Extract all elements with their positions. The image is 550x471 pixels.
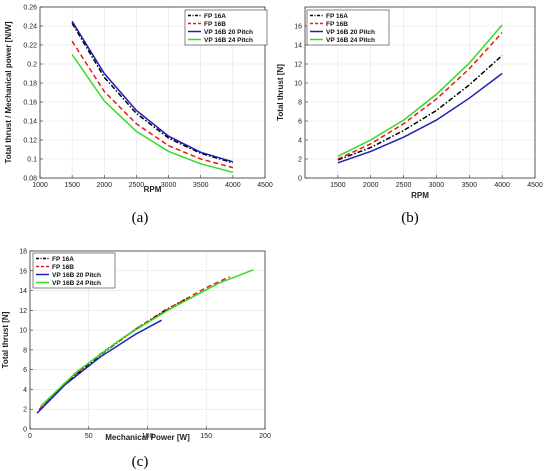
series-line-3 <box>40 269 254 407</box>
x-tick-label: 4000 <box>494 182 510 189</box>
y-tick-label: 8 <box>298 100 302 107</box>
x-tick-label: 100 <box>142 433 154 440</box>
y-tick-label: 2 <box>298 157 302 164</box>
series-line-0 <box>38 296 189 411</box>
chart-a: 1000 1500 2000 2500 3000 3500 4000 4500 0.08 0.1 0… <box>4 5 273 227</box>
y-tick-label: 16 <box>294 24 302 31</box>
y-tick-label: 6 <box>23 367 27 374</box>
x-tick-label: 50 <box>85 433 93 440</box>
x-tick-label: 4500 <box>257 182 273 189</box>
series-line-3 <box>71 54 234 174</box>
x-tick-label: 150 <box>200 433 212 440</box>
y-tick-label: 18 <box>19 249 27 256</box>
x-axis-label: RPM <box>411 191 429 200</box>
legend-entry: VP 16B 20 Pitch <box>52 272 101 279</box>
y-tick-label: 2 <box>23 407 27 414</box>
y-tick-label: 12 <box>19 308 27 315</box>
y-tick-label: 0.24 <box>23 24 37 31</box>
x-tick-label: 1500 <box>64 182 80 189</box>
x-tick-label: 2000 <box>96 182 112 189</box>
legend-entry: VP 16B 24 Pitch <box>204 37 253 44</box>
plot-frame <box>304 6 536 179</box>
y-tick-label: 4 <box>23 387 27 394</box>
legend-entry: FP 16A <box>326 13 348 20</box>
x-tick-label: 200 <box>259 433 271 440</box>
y-tick-label: 0.18 <box>23 81 37 88</box>
series-line-1 <box>71 40 234 169</box>
legend-entry: FP 16A <box>204 13 226 20</box>
y-axis-label: Total thrust [N] <box>276 64 285 121</box>
panel-label: (c) <box>132 454 149 470</box>
plot-frame <box>39 6 266 179</box>
y-tick-label: 16 <box>19 268 27 275</box>
chart-c: 0 50 100 150 200 0 2 4 6 8 10 12 14 16 18 Mechanical Po… <box>1 249 271 471</box>
series-line-1 <box>337 32 503 160</box>
chart-b: 1500 2000 2500 3000 3500 4000 4500 0 2 4 6 8 10 12 14 1… <box>276 6 543 226</box>
x-tick-label: 4500 <box>527 182 543 189</box>
panel-label: (b) <box>401 210 419 226</box>
x-tick-label: 2000 <box>363 182 379 189</box>
y-tick-label: 0.14 <box>23 119 37 126</box>
y-tick-label: 12 <box>294 62 302 69</box>
panel-label: (a) <box>132 210 149 226</box>
y-tick-label: 0.12 <box>23 138 37 145</box>
x-tick-label: 1000 <box>32 182 48 189</box>
legend-entry: VP 16B 20 Pitch <box>204 29 253 36</box>
y-tick-label: 10 <box>19 328 27 335</box>
x-axis-label: Mechanical Power [W] <box>105 433 190 442</box>
x-tick-label: 1500 <box>330 182 346 189</box>
y-tick-label: 10 <box>294 81 302 88</box>
y-tick-label: 0.22 <box>23 43 37 50</box>
y-tick-label: 0.16 <box>23 100 37 107</box>
x-tick-label: 3500 <box>461 182 477 189</box>
legend-entry: VP 16B 24 Pitch <box>52 280 101 287</box>
series-line-2 <box>71 20 234 163</box>
y-tick-label: 6 <box>298 119 302 126</box>
y-tick-label: 0.1 <box>27 157 37 164</box>
x-tick-label: 0 <box>28 433 32 440</box>
x-tick-label: 3500 <box>193 182 209 189</box>
legend-box <box>184 9 268 46</box>
y-tick-label: 8 <box>23 347 27 354</box>
legend-entry: FP 16B <box>326 21 348 28</box>
x-tick-label: 2500 <box>396 182 412 189</box>
y-tick-label: 0.26 <box>23 5 37 12</box>
x-tick-label: 2500 <box>129 182 145 189</box>
y-tick-label: 0.2 <box>27 62 37 69</box>
series-line-0 <box>71 22 234 164</box>
legend-entry: FP 16A <box>52 256 74 263</box>
x-tick-label: 3000 <box>429 182 445 189</box>
y-axis-label: Total thrust / Mechanical power [N/W] <box>4 21 13 163</box>
y-tick-label: 14 <box>294 43 302 50</box>
y-tick-label: 0.08 <box>23 176 37 183</box>
legend-entry: FP 16B <box>204 21 226 28</box>
series-line-0 <box>337 54 503 161</box>
y-tick-label: 0 <box>23 427 27 434</box>
legend-entry: VP 16B 20 Pitch <box>326 29 375 36</box>
y-tick-label: 0 <box>298 176 302 183</box>
x-tick-label: 4000 <box>225 182 241 189</box>
series-line-2 <box>36 319 162 414</box>
legend-entry: VP 16B 24 Pitch <box>326 37 375 44</box>
y-tick-label: 14 <box>19 288 27 295</box>
legend-entry: FP 16B <box>52 264 74 271</box>
y-tick-label: 4 <box>298 138 302 145</box>
x-axis-label: RPM <box>144 185 162 194</box>
series-line-3 <box>337 24 503 157</box>
y-axis-label: Total thrust [N] <box>1 311 10 368</box>
x-tick-label: 3000 <box>161 182 177 189</box>
series-line-2 <box>337 72 503 164</box>
